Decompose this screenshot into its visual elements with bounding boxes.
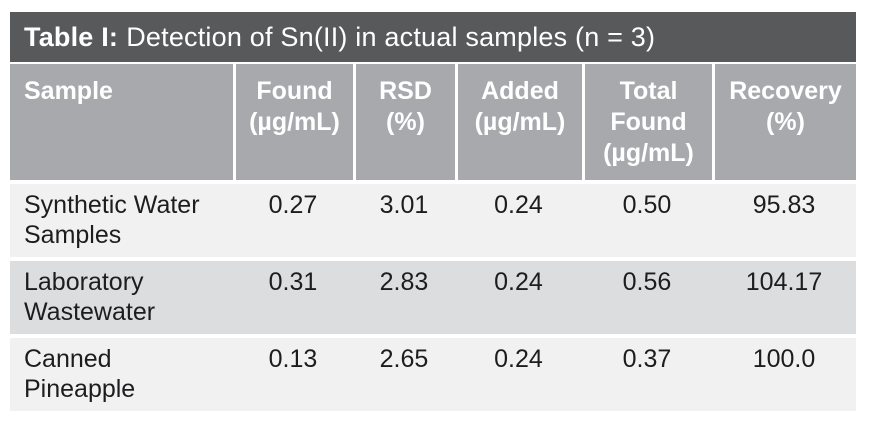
column-header-found: Found (µg/mL) — [233, 64, 353, 180]
column-header-recovery: Recovery (%) — [712, 64, 856, 180]
rsd-value: 2.65 — [379, 345, 429, 373]
table-row-laboratory-wastewater: Laboratory Wastewater 0.31 2.83 0.24 0.5… — [10, 261, 856, 334]
column-header-total-found: Total Found (µg/mL) — [582, 64, 712, 180]
added-value: 0.24 — [494, 268, 543, 296]
recovery-value: 95.83 — [752, 191, 816, 219]
table-title-bar: Table I: Detection of Sn(II) in actual sa… — [10, 12, 856, 62]
column-header-added: Added (µg/mL) — [455, 64, 582, 180]
recovery-value: 104.17 — [745, 268, 823, 296]
table-number: Table I: — [24, 22, 119, 52]
rsd-value: 2.83 — [379, 268, 429, 296]
found-value: 0.31 — [268, 268, 318, 296]
total-found-value: 0.37 — [622, 345, 672, 373]
found-value: 0.27 — [268, 191, 318, 219]
added-value: 0.24 — [494, 191, 543, 219]
found-value: 0.13 — [268, 345, 318, 373]
sample-name: Laboratory Wastewater — [24, 268, 156, 326]
table-row-synthetic-water: Synthetic Water Samples 0.27 3.01 0.24 0… — [10, 184, 856, 257]
total-found-value: 0.56 — [622, 268, 672, 296]
recovery-value: 100.0 — [752, 345, 816, 373]
total-found-value: 0.50 — [622, 191, 672, 219]
column-header-rsd: RSD (%) — [353, 64, 455, 180]
rsd-value: 3.01 — [379, 191, 429, 219]
added-value: 0.24 — [494, 345, 543, 373]
table-caption: Detection of Sn(II) in actual samples (n… — [126, 22, 656, 52]
sample-name: Synthetic Water Samples — [24, 191, 200, 249]
column-header-sample: Sample — [24, 77, 113, 105]
table-row-canned-pineapple: Canned Pineapple 0.13 2.65 0.24 0.37 100… — [10, 338, 856, 411]
table-header-row: Sample Found (µg/mL) RSD (%) Added (µg/m… — [10, 64, 856, 180]
sample-name: Canned Pineapple — [24, 345, 136, 403]
